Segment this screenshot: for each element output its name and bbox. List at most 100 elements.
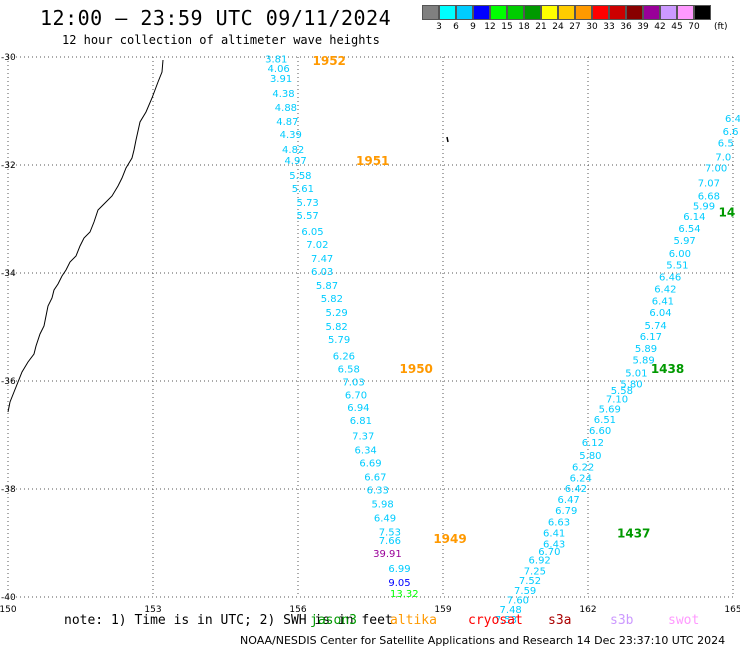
lat-tick-label: -38	[1, 485, 16, 495]
wave-height-label: 6.22	[572, 463, 594, 474]
track-time-label: 1950	[400, 362, 433, 376]
legend-swatches	[422, 5, 740, 20]
legend-label: 24	[552, 22, 564, 32]
wave-height-label: 6.34	[355, 445, 377, 456]
wave-height-label: 4.39	[280, 130, 302, 141]
wave-height-label: 9.05	[388, 578, 410, 589]
wave-height-label: 5.79	[328, 335, 350, 346]
legend-label: 27	[569, 22, 581, 32]
lat-tick-label: -34	[1, 269, 16, 279]
track-time-label: 1951	[356, 154, 389, 168]
wave-height-label: 4.06	[268, 64, 290, 75]
wave-height-label: 5.98	[371, 499, 393, 510]
wave-height-label: 5.61	[292, 184, 314, 195]
wave-height-label: 6.68	[698, 192, 720, 203]
wave-height-label: 6.67	[364, 472, 386, 483]
legend-swatch	[507, 5, 524, 20]
wave-height-label: 5.82	[326, 322, 348, 333]
lon-tick-label: 162	[579, 605, 596, 615]
wave-height-label: 5.01	[625, 369, 647, 380]
wave-height-label: 13.32	[390, 589, 419, 600]
page-title: 12:00 – 23:59 UTC 09/11/2024	[40, 6, 392, 30]
wave-height-label: 39.91	[373, 549, 402, 560]
track-time-label: 1952	[313, 54, 346, 68]
satellite-name: jason3	[310, 613, 357, 628]
lat-tick-label: -40	[1, 593, 16, 603]
wave-height-label: 6.41	[543, 529, 565, 540]
wave-height-label: 3.91	[270, 74, 292, 85]
wave-height-label: 7.0	[715, 153, 731, 164]
legend-swatch	[694, 5, 711, 20]
wave-height-label: 6.04	[649, 308, 671, 319]
legend-label: 6	[453, 22, 459, 32]
wave-height-label: 5.69	[599, 404, 621, 415]
wave-height-label: 6.99	[388, 564, 410, 575]
legend-swatch	[592, 5, 609, 20]
wave-height-label: 7.02	[306, 240, 328, 251]
wave-height-label: 6.60	[589, 426, 611, 437]
color-legend: 3 6 9 12 15 18 21 24 27 30 33 36 39 42 45 70 (ft)	[422, 5, 740, 32]
legend-label: 3	[436, 22, 442, 32]
wave-height-label: 3.81	[265, 54, 287, 65]
wave-height-label: 7.00	[705, 163, 727, 174]
track-time-label: 14	[719, 205, 736, 219]
wave-height-label: 4.87	[276, 117, 298, 128]
wave-height-label: 5.73	[297, 198, 319, 209]
legend-unit: (ft)	[714, 22, 728, 32]
wave-height-label: 6.81	[350, 416, 372, 427]
wave-height-label: 7.07	[698, 179, 720, 190]
wave-height-label: 7.53	[495, 615, 517, 626]
legend-label: 30	[586, 22, 598, 32]
wave-height-label: 6.43	[543, 539, 565, 550]
satellite-name: swot	[668, 613, 700, 628]
coastline	[7, 59, 164, 413]
legend-label: 36	[620, 22, 632, 32]
legend-swatch	[609, 5, 626, 20]
wave-height-label: 7.59	[514, 586, 536, 597]
wave-height-label: 5.80	[620, 379, 642, 390]
wave-height-label: 6.42	[565, 484, 587, 495]
lon-tick-label: 156	[289, 605, 306, 615]
wave-height-label: 6.79	[555, 506, 577, 517]
credit-line: NOAA/NESDIS Center for Satellite Applica…	[240, 634, 726, 647]
wave-height-label: 4.88	[275, 103, 297, 114]
wave-height-label: 6.41	[652, 296, 674, 307]
legend-label: 9	[470, 22, 476, 32]
wave-height-label: 4.38	[272, 89, 294, 100]
legend-label: 21	[535, 22, 547, 32]
wave-height-label: 6.14	[683, 212, 705, 223]
wave-height-label: 5.58	[611, 386, 633, 397]
wave-height-label: 7.53	[379, 527, 401, 538]
legend-labels: 3 6 9 12 15 18 21 24 27 30 33 36 39 42 45 70 (ft)	[422, 20, 740, 32]
wave-height-label: 6.42	[654, 284, 676, 295]
legend-swatch	[422, 5, 439, 20]
wave-height-label: 6.33	[367, 485, 389, 496]
wave-height-label: 6.46	[659, 273, 681, 284]
island-marker	[446, 136, 449, 143]
legend-label: 15	[501, 22, 513, 32]
legend-swatch	[541, 5, 558, 20]
legend-swatch	[677, 5, 694, 20]
wave-height-label: 7.60	[507, 595, 529, 606]
wave-height-label: 7.10	[606, 395, 628, 406]
lon-tick-label: 165	[724, 605, 740, 615]
wave-height-label: 4.82	[282, 145, 304, 156]
wave-height-label: 4.97	[284, 156, 306, 167]
wave-height-label: 6.6	[723, 127, 739, 138]
wave-height-label: 6.05	[301, 227, 323, 238]
wave-height-label: 6.03	[311, 267, 333, 278]
wave-height-label: 6.92	[529, 556, 551, 567]
legend-label: 33	[603, 22, 615, 32]
wave-height-label: 7.47	[311, 254, 333, 265]
wave-height-label: 5.87	[316, 281, 338, 292]
wave-height-label: 7.52	[519, 576, 541, 587]
wave-height-label: 5.58	[289, 171, 311, 182]
track-time-label: 1437	[617, 527, 650, 541]
legend-swatch	[643, 5, 660, 20]
wave-height-label: 6.49	[374, 513, 396, 524]
wave-height-label: 6.94	[347, 403, 369, 414]
legend-swatch	[456, 5, 473, 20]
legend-label: 39	[637, 22, 649, 32]
legend-swatch	[660, 5, 677, 20]
